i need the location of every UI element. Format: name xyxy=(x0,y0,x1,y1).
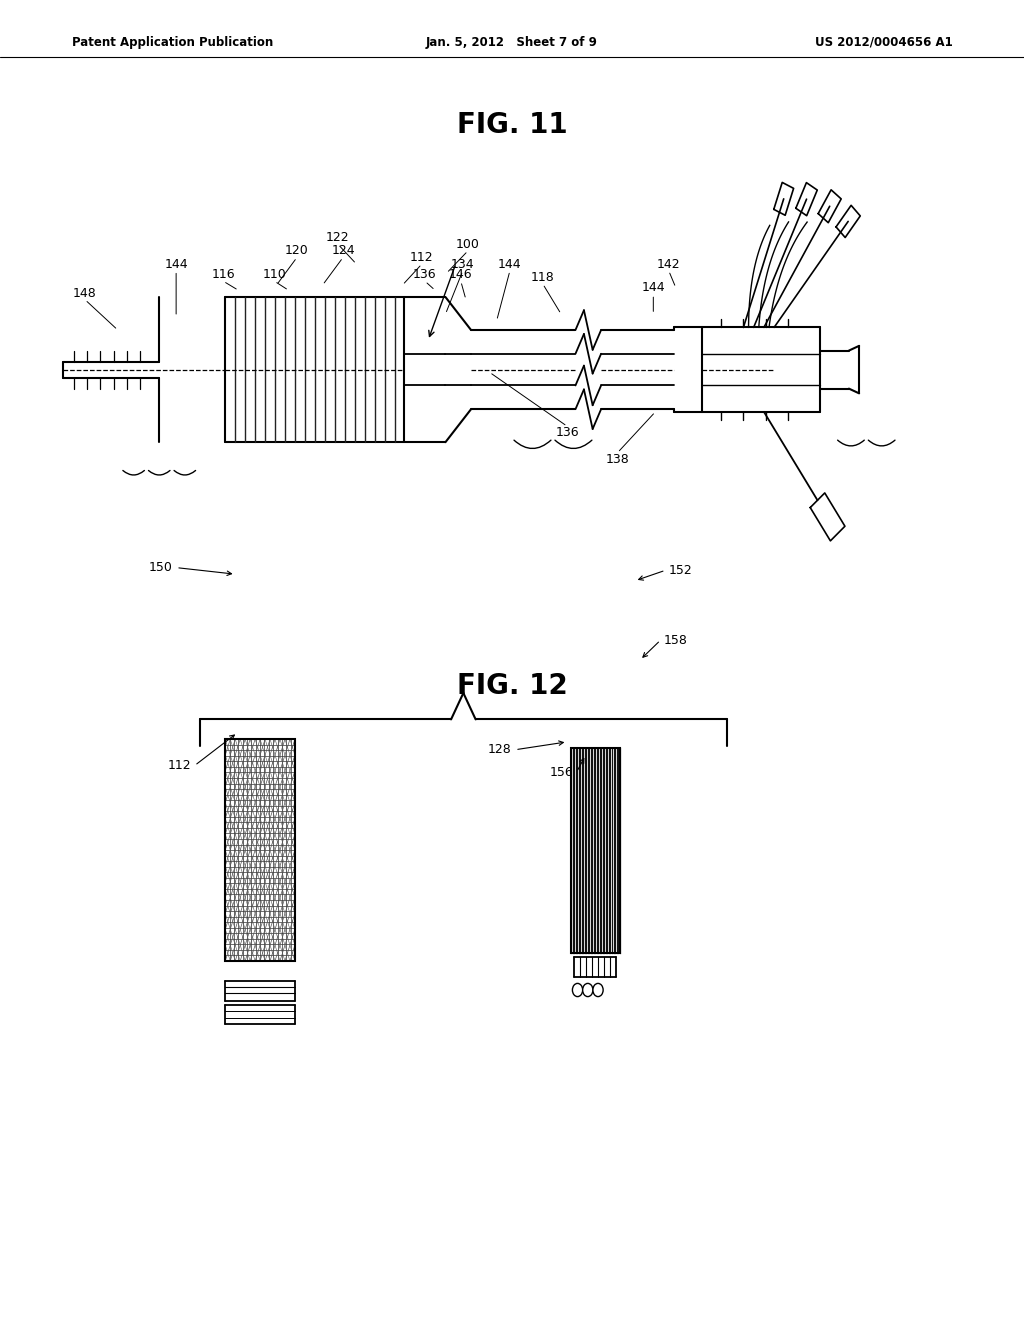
Bar xyxy=(225,981,295,1001)
Text: 112: 112 xyxy=(167,759,191,772)
Text: 100: 100 xyxy=(456,238,480,251)
Text: 118: 118 xyxy=(530,271,555,284)
Text: Patent Application Publication: Patent Application Publication xyxy=(72,36,273,49)
Bar xyxy=(225,1005,295,1024)
Text: 110: 110 xyxy=(262,268,287,281)
Bar xyxy=(574,957,616,977)
Circle shape xyxy=(593,983,603,997)
Text: 138: 138 xyxy=(605,453,630,466)
Bar xyxy=(225,739,295,961)
Bar xyxy=(571,748,620,953)
Text: 150: 150 xyxy=(148,561,173,574)
Text: 136: 136 xyxy=(555,426,580,440)
Text: 144: 144 xyxy=(498,257,522,271)
Text: 146: 146 xyxy=(449,268,473,281)
Text: 142: 142 xyxy=(656,257,681,271)
Text: 148: 148 xyxy=(73,286,97,300)
Text: US 2012/0004656 A1: US 2012/0004656 A1 xyxy=(814,36,952,49)
Text: 144: 144 xyxy=(641,281,666,294)
Circle shape xyxy=(572,983,583,997)
Text: 124: 124 xyxy=(331,244,355,257)
Bar xyxy=(571,748,620,953)
Text: 128: 128 xyxy=(487,743,512,756)
Text: 156: 156 xyxy=(549,766,573,779)
Text: Jan. 5, 2012   Sheet 7 of 9: Jan. 5, 2012 Sheet 7 of 9 xyxy=(426,36,598,49)
Text: 122: 122 xyxy=(326,231,350,244)
Text: 134: 134 xyxy=(451,257,475,271)
Text: FIG. 12: FIG. 12 xyxy=(457,672,567,701)
Circle shape xyxy=(583,983,593,997)
Text: 158: 158 xyxy=(664,634,688,647)
Text: 120: 120 xyxy=(285,244,309,257)
Text: 136: 136 xyxy=(413,268,437,281)
Text: 116: 116 xyxy=(211,268,236,281)
Text: 112: 112 xyxy=(410,251,434,264)
Bar xyxy=(225,739,295,961)
Text: FIG. 11: FIG. 11 xyxy=(457,111,567,140)
Text: 152: 152 xyxy=(669,564,693,577)
Text: 144: 144 xyxy=(164,257,188,271)
